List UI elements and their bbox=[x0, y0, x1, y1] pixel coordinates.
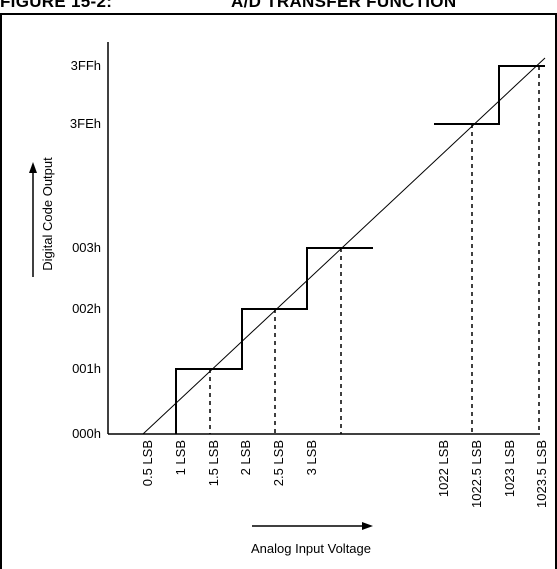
y-axis-arrowhead-icon bbox=[29, 162, 37, 173]
figure-number: FIGURE 15-2: bbox=[0, 0, 113, 11]
transfer-staircase-upper bbox=[434, 65, 545, 125]
x-tick-3: 3 LSB bbox=[304, 440, 319, 475]
y-tick-002h: 002h bbox=[72, 301, 101, 316]
y-tick-000h: 000h bbox=[72, 426, 101, 441]
x-tick-1022-5: 1022.5 LSB bbox=[469, 440, 484, 508]
transfer-staircase-lower bbox=[175, 247, 373, 434]
x-tick-1022: 1022 LSB bbox=[436, 440, 451, 497]
figure-title: FIGURE 15-2: A/D TRANSFER FUNCTION bbox=[0, 0, 557, 13]
x-tick-0-5: 0.5 LSB bbox=[140, 440, 155, 486]
x-tick-2: 2 LSB bbox=[238, 440, 253, 475]
x-tick-1023-5: 1023.5 LSB bbox=[534, 440, 549, 508]
y-axis-label: Digital Code Output bbox=[40, 157, 55, 271]
y-tick-3FEh: 3FEh bbox=[70, 116, 101, 131]
figure-title-text: A/D TRANSFER FUNCTION bbox=[231, 0, 457, 11]
x-tick-1-5: 1.5 LSB bbox=[206, 440, 221, 486]
ideal-transfer-line bbox=[142, 57, 546, 435]
x-tick-1: 1 LSB bbox=[173, 440, 188, 475]
x-tick-2-5: 2.5 LSB bbox=[271, 440, 286, 486]
x-axis-label: Analog Input Voltage bbox=[251, 541, 371, 556]
y-tick-3FFh: 3FFh bbox=[71, 58, 101, 73]
y-tick-003h: 003h bbox=[72, 240, 101, 255]
x-tick-1023: 1023 LSB bbox=[502, 440, 517, 497]
x-axis-arrowhead-icon bbox=[362, 522, 373, 530]
figure-frame bbox=[0, 13, 557, 569]
y-tick-001h: 001h bbox=[72, 361, 101, 376]
